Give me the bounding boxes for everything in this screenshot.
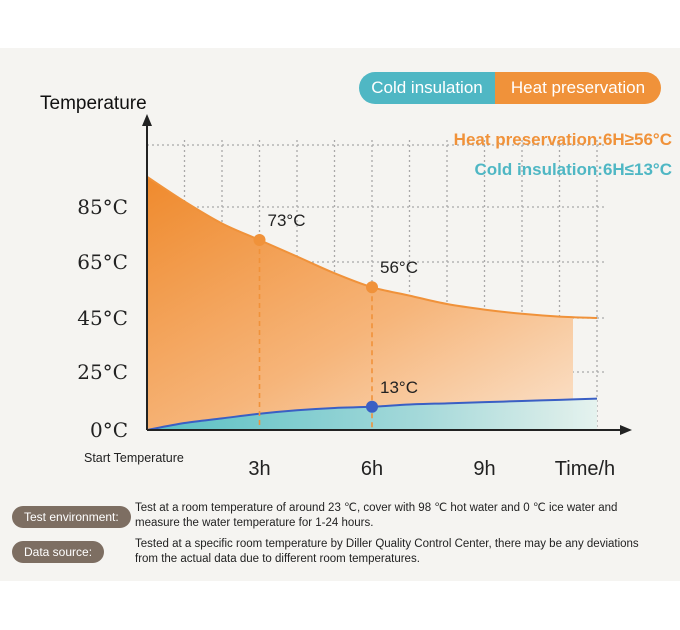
data-source-badge: Data source: [12,541,105,563]
y-tick-label: 45°C [77,306,128,330]
x-axis-label: Time/h [555,458,615,480]
tab-cold-insulation[interactable]: Cold insulation [359,72,495,104]
data-point [253,234,266,246]
tab-heat-preservation[interactable]: Heat preservation [495,72,661,104]
y-axis-label: Temperature [40,93,147,114]
annotation-13c: 13°C [380,378,418,397]
x-tick-label: 3h [248,458,270,480]
heat-area [147,176,597,430]
test-environment-text: Test at a room temperature of around 23 … [135,502,618,529]
annotation-73c: 73°C [268,211,306,230]
legend-cold-insulation: Cold insulation:6H≤13°C [475,160,672,179]
y-tick-label: 25°C [77,360,128,384]
data-point [366,400,378,413]
annotation-56c: 56°C [380,258,418,277]
y-tick-label: 65°C [77,250,128,274]
test-environment-badge: Test environment: [12,506,131,528]
data-source-text: Tested at a specific room temperature by… [135,538,639,565]
data-point [366,281,378,294]
start-temperature-label: Start Temperature [84,451,184,465]
x-axis-arrow [620,425,632,435]
y-tick-label: 0°C [90,418,128,442]
y-axis-arrow [142,114,152,126]
y-tick-label: 85°C [77,195,128,219]
legend-heat-preservation: Heat preservation:6H≥56°C [454,130,672,149]
x-tick-label: 9h [473,458,495,480]
temperature-chart: 73°C 56°C 13°C Temperature 0°C 25°C 45°C 65°C 85… [40,93,672,480]
x-tick-label: 6h [361,458,383,480]
